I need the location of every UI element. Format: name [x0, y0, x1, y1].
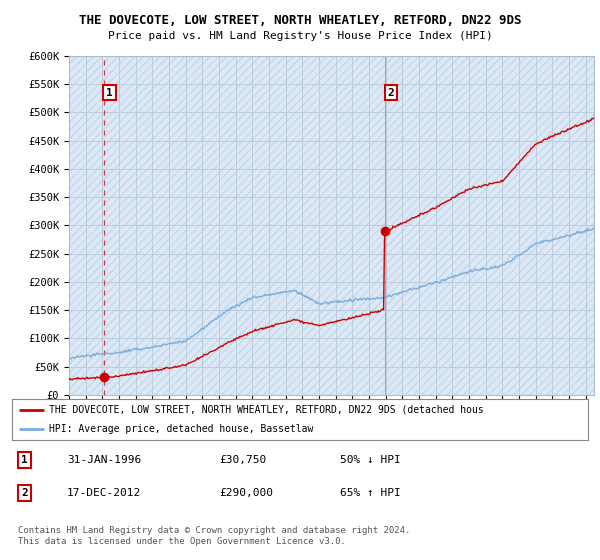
Text: 2: 2 [21, 488, 28, 498]
Text: £30,750: £30,750 [220, 455, 266, 465]
Text: 1: 1 [21, 455, 28, 465]
Text: Contains HM Land Registry data © Crown copyright and database right 2024.
This d: Contains HM Land Registry data © Crown c… [18, 526, 410, 546]
Text: 2: 2 [388, 88, 394, 97]
Text: 1: 1 [106, 88, 113, 97]
Text: 50% ↓ HPI: 50% ↓ HPI [340, 455, 401, 465]
Text: £290,000: £290,000 [220, 488, 274, 498]
Text: THE DOVECOTE, LOW STREET, NORTH WHEATLEY, RETFORD, DN22 9DS (detached hous: THE DOVECOTE, LOW STREET, NORTH WHEATLEY… [49, 405, 484, 415]
Text: Price paid vs. HM Land Registry's House Price Index (HPI): Price paid vs. HM Land Registry's House … [107, 31, 493, 41]
Text: 65% ↑ HPI: 65% ↑ HPI [340, 488, 401, 498]
Text: HPI: Average price, detached house, Bassetlaw: HPI: Average price, detached house, Bass… [49, 424, 314, 434]
Text: 17-DEC-2012: 17-DEC-2012 [67, 488, 141, 498]
Text: 31-JAN-1996: 31-JAN-1996 [67, 455, 141, 465]
Text: THE DOVECOTE, LOW STREET, NORTH WHEATLEY, RETFORD, DN22 9DS: THE DOVECOTE, LOW STREET, NORTH WHEATLEY… [79, 14, 521, 27]
